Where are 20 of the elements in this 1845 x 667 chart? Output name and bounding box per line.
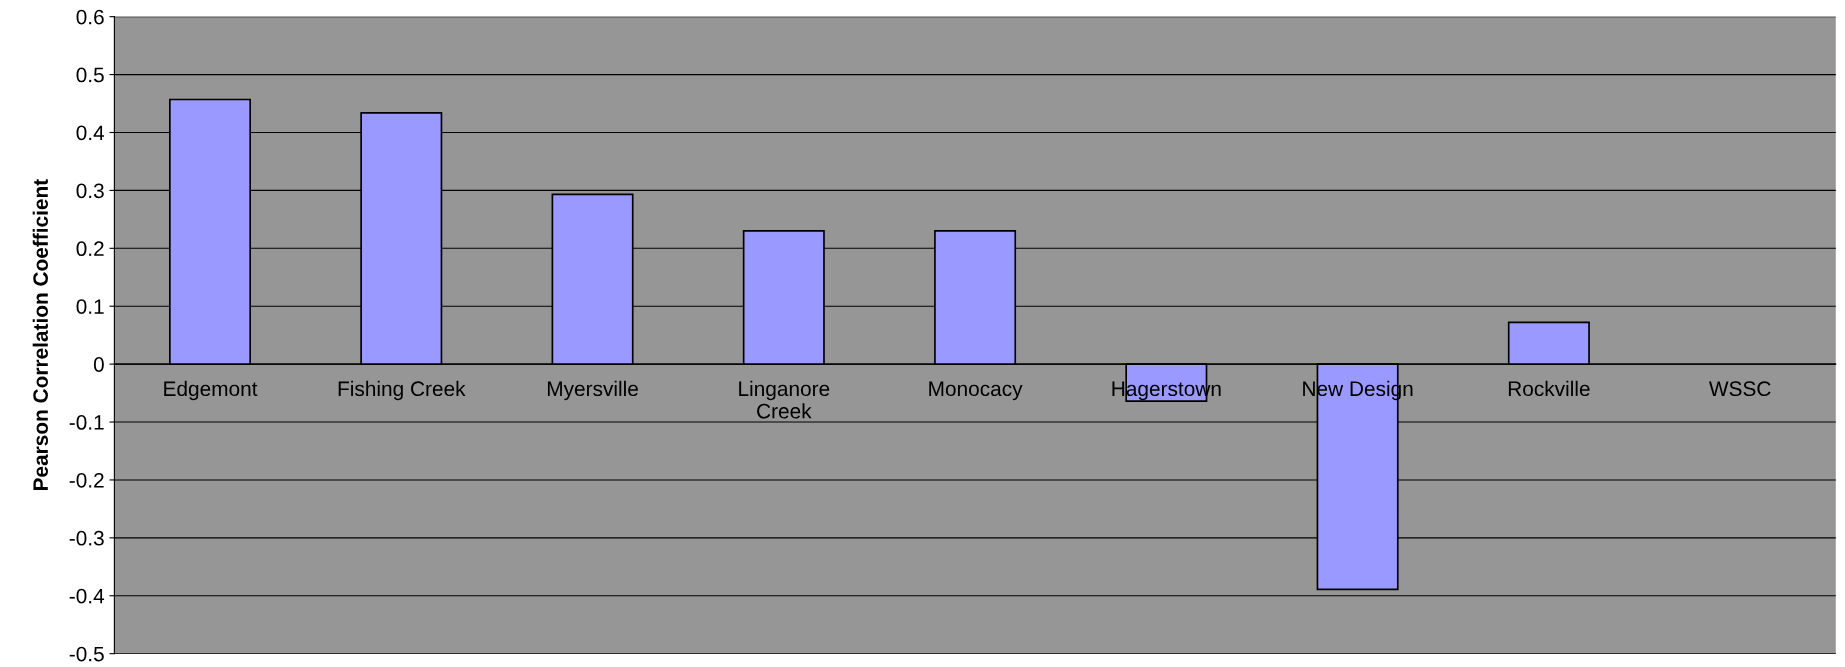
- y-tick-label: 0.3: [76, 183, 104, 199]
- y-tick-label: -0.4: [69, 588, 105, 604]
- x-tick-label: Fishing Creek: [338, 380, 466, 401]
- y-tick-label: -0.1: [69, 415, 104, 430]
- y-tick-label: 0: [93, 357, 104, 372]
- y-tick-label: 0.6: [76, 9, 104, 25]
- x-tick-label: Linganore Creek: [739, 380, 830, 419]
- y-tick-label: 0.1: [76, 299, 104, 314]
- y-tick-label: -0.2: [69, 472, 104, 488]
- y-tick-label: -0.3: [69, 530, 104, 546]
- x-tick-label: Edgemont: [164, 380, 258, 401]
- x-tick-label: Monocacy: [929, 381, 1023, 401]
- x-tick-label: Myersville: [547, 380, 638, 401]
- y-tick-label: 0.5: [76, 67, 104, 83]
- x-tick-label: WSSC: [1708, 381, 1771, 397]
- y-axis-title: Pearson Correlation Coefficient: [32, 179, 48, 491]
- y-tick-label: 0.4: [76, 125, 105, 141]
- y-tick-label: 0.2: [76, 241, 104, 257]
- y-tick-label: -0.5: [69, 646, 104, 662]
- x-tick-label: Rockville: [1508, 380, 1590, 397]
